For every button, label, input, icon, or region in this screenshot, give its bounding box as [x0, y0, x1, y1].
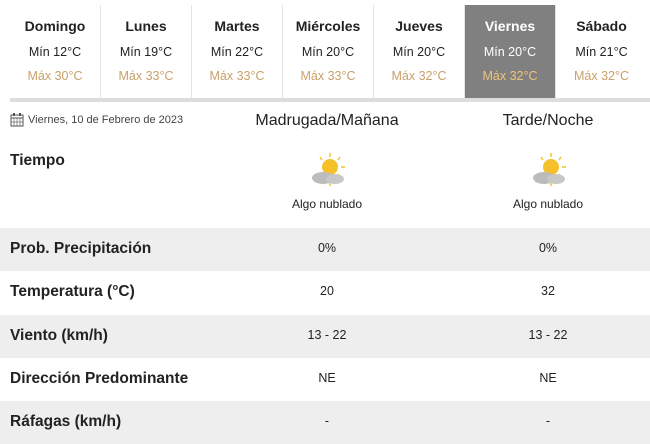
- row-temperature: Temperatura (°C) 20 32: [0, 271, 650, 314]
- day-tab-miercoles[interactable]: Miércoles Mín 20°C Máx 33°C: [283, 5, 374, 98]
- row-gusts: Ráfagas (km/h) - -: [0, 401, 650, 444]
- day-min: Mín 20°C: [301, 45, 355, 59]
- day-tab-sabado[interactable]: Sábado Mín 21°C Máx 32°C: [556, 5, 647, 98]
- row-label: Viento (km/h): [10, 327, 108, 344]
- value-tarde: -: [545, 414, 551, 428]
- day-max: Máx 32°C: [391, 69, 447, 83]
- value-manana: 0%: [317, 241, 337, 255]
- day-name: Lunes: [125, 18, 167, 34]
- day-tab-viernes[interactable]: Viernes Mín 20°C Máx 32°C: [465, 5, 556, 98]
- selected-date: Viernes, 10 de Febrero de 2023: [10, 113, 183, 127]
- row-wind-direction: Dirección Predominante NE NE: [0, 358, 650, 401]
- value-tarde: NE: [539, 371, 557, 385]
- day-max: Máx 30°C: [27, 69, 83, 83]
- value-manana: NE: [318, 371, 336, 385]
- day-tab-martes[interactable]: Martes Mín 22°C Máx 33°C: [192, 5, 283, 98]
- day-name: Miércoles: [295, 18, 361, 34]
- day-max: Máx 33°C: [209, 69, 265, 83]
- value-manana: 13 - 22: [307, 328, 347, 342]
- day-name: Martes: [214, 18, 260, 34]
- day-name: Domingo: [24, 18, 86, 34]
- day-tabs: Domingo Mín 12°C Máx 30°C Lunes Mín 19°C Máx…: [10, 5, 650, 102]
- value-tarde: 13 - 22: [528, 328, 568, 342]
- value-tarde: 0%: [538, 241, 558, 255]
- calendar-icon: [10, 113, 24, 127]
- row-wind: Viento (km/h) 13 - 22 13 - 22: [0, 315, 650, 358]
- day-min: Mín 20°C: [483, 45, 537, 59]
- weather-text: Algo nublado: [291, 197, 363, 211]
- partly-cloudy-icon: [312, 153, 345, 186]
- row-precipitation: Prob. Precipitación 0% 0%: [0, 228, 650, 271]
- day-min: Mín 22°C: [210, 45, 264, 59]
- day-tab-jueves[interactable]: Jueves Mín 20°C Máx 32°C: [374, 5, 465, 98]
- row-label: Temperatura (°C): [10, 283, 135, 300]
- row-label: Dirección Predominante: [10, 370, 189, 387]
- weather-manana: Algo nublado: [217, 152, 437, 211]
- date-text: Viernes, 10 de Febrero de 2023: [28, 114, 184, 126]
- weather-tarde: Algo nublado: [438, 152, 650, 211]
- day-tab-domingo[interactable]: Domingo Mín 12°C Máx 30°C: [10, 5, 101, 98]
- day-name: Viernes: [484, 18, 536, 34]
- value-manana: -: [324, 414, 330, 428]
- day-min: Mín 20°C: [392, 45, 446, 59]
- weather-label: Tiempo: [10, 152, 65, 169]
- day-tab-lunes[interactable]: Lunes Mín 19°C Máx 33°C: [101, 5, 192, 98]
- value-manana: 20: [320, 284, 334, 298]
- value-tarde: 32: [541, 284, 555, 298]
- day-min: Mín 21°C: [575, 45, 628, 59]
- day-max: Máx 33°C: [118, 69, 174, 83]
- row-label: Ráfagas (km/h): [10, 413, 122, 430]
- day-name: Jueves: [395, 18, 443, 34]
- day-max: Máx 32°C: [482, 69, 538, 83]
- column-header-tarde: Tarde/Noche: [502, 112, 594, 129]
- day-max: Máx 32°C: [573, 69, 630, 83]
- partly-cloudy-icon: [533, 153, 566, 186]
- weather-text: Algo nublado: [512, 197, 584, 211]
- column-header-manana: Madrugada/Mañana: [255, 112, 399, 129]
- day-max: Máx 33°C: [300, 69, 356, 83]
- row-label: Prob. Precipitación: [10, 240, 152, 257]
- day-name: Sábado: [576, 18, 627, 34]
- day-min: Mín 19°C: [119, 45, 173, 59]
- day-min: Mín 12°C: [28, 45, 82, 59]
